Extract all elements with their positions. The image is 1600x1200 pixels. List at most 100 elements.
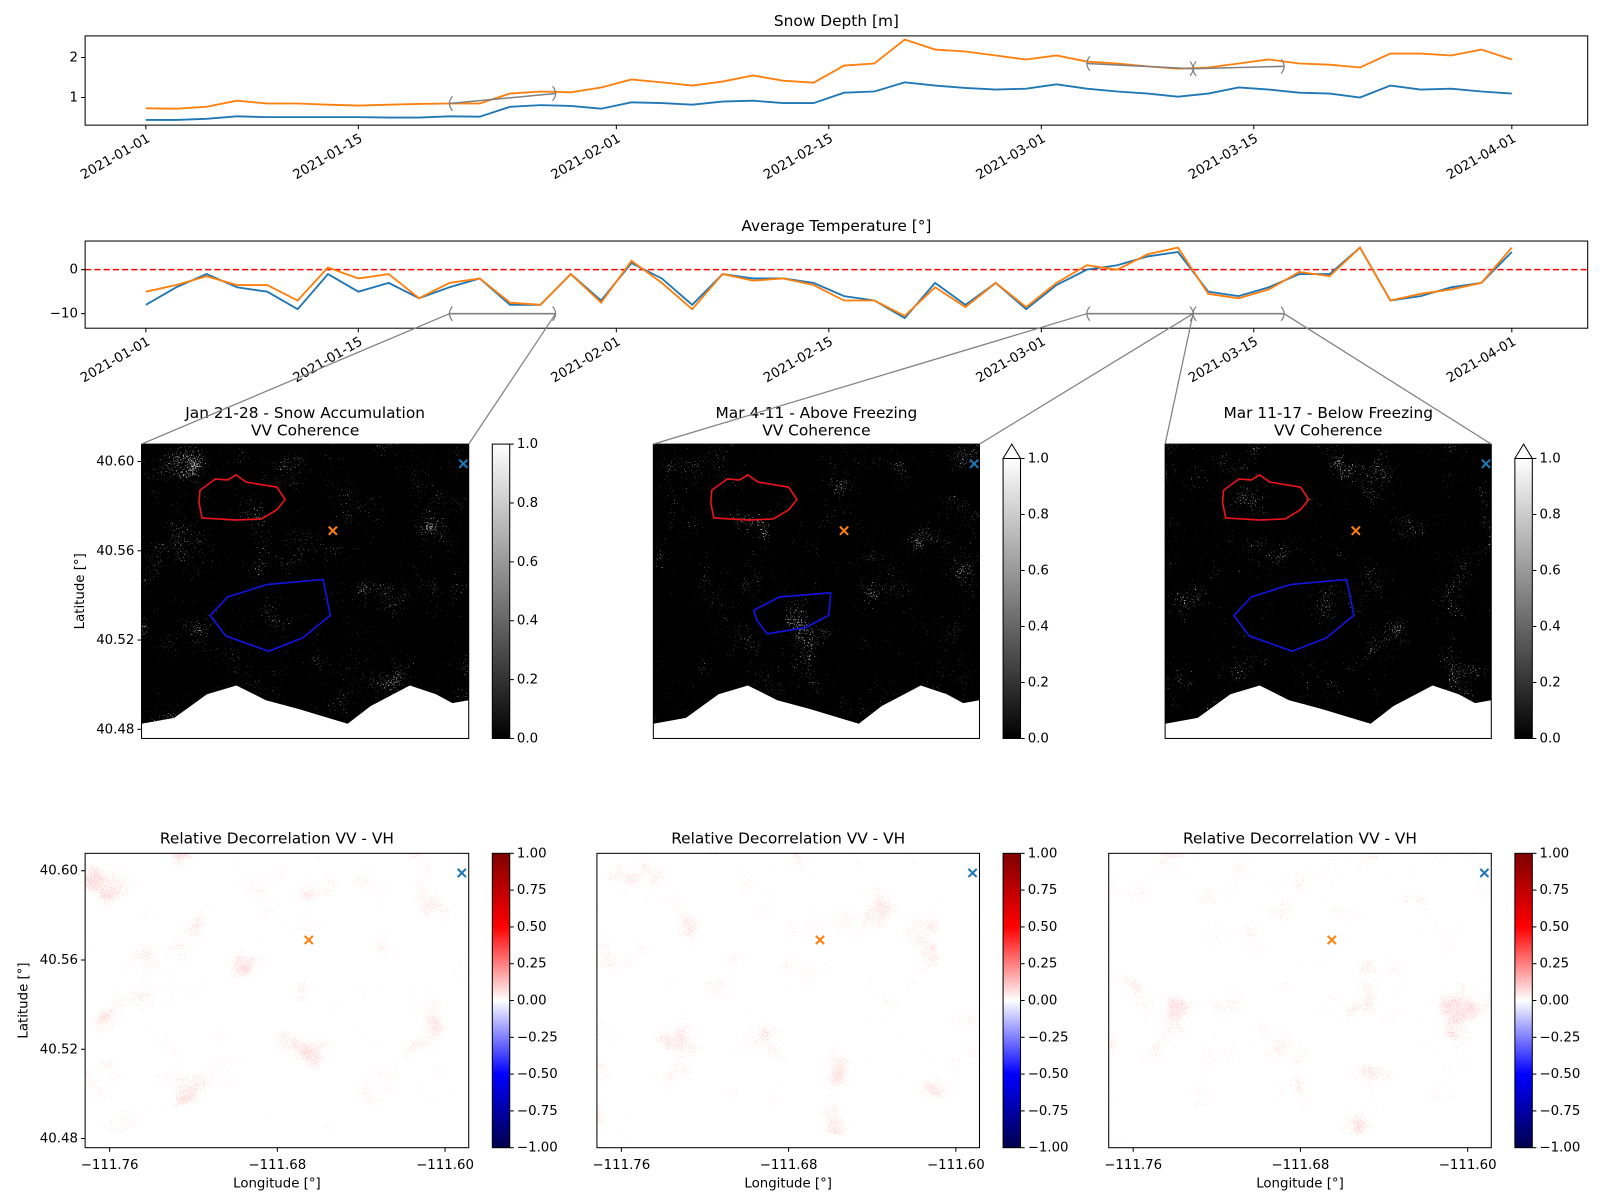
colorbar-tick-label: 0.4 bbox=[1539, 619, 1560, 634]
colorbar bbox=[1514, 457, 1533, 739]
connector bbox=[653, 313, 1088, 445]
colorbar-tick-label: 0.75 bbox=[1028, 883, 1058, 898]
connector bbox=[141, 313, 450, 445]
panel-title: Mar 11-17 - Below Freezing bbox=[1223, 404, 1433, 422]
point-marker bbox=[1479, 868, 1490, 878]
period-cap bbox=[448, 95, 453, 112]
x-tick-label: −111.68 bbox=[248, 1158, 306, 1173]
y-tick-label: 0 bbox=[69, 263, 77, 278]
x-tick-label: −111.76 bbox=[1104, 1158, 1162, 1173]
connector bbox=[979, 313, 1194, 445]
panel-subtitle: VV Coherence bbox=[251, 421, 359, 439]
y-tick-label: 40.56 bbox=[96, 544, 134, 559]
point-marker bbox=[1326, 935, 1337, 945]
colorbar-tick-label: 0.2 bbox=[1028, 675, 1049, 690]
colorbar-tick-label: −1.00 bbox=[1028, 1141, 1069, 1156]
marker-stroke bbox=[456, 868, 467, 878]
marker-stroke bbox=[328, 525, 338, 536]
period-cap bbox=[1280, 306, 1285, 322]
point-marker bbox=[456, 868, 467, 878]
colorbar-tick-label: 0.50 bbox=[517, 920, 547, 935]
y-axis-label: Latitude [°] bbox=[73, 553, 88, 629]
period-line bbox=[449, 92, 556, 105]
colorbar-tick-label: 0.2 bbox=[1539, 675, 1560, 690]
colorbar-tick-label: 0.00 bbox=[517, 994, 547, 1009]
point-marker bbox=[328, 525, 338, 536]
colorbar-tick-label: 0.6 bbox=[517, 555, 538, 570]
colorbar-tick-label: −0.50 bbox=[1539, 1067, 1580, 1082]
period-cap bbox=[552, 85, 557, 102]
marker-stroke bbox=[1479, 868, 1490, 878]
marker-stroke bbox=[1326, 935, 1337, 945]
point-marker bbox=[303, 935, 314, 945]
colorbar-tick-label: −0.25 bbox=[1028, 1030, 1069, 1045]
colorbar bbox=[491, 443, 511, 739]
x-tick-label: −111.60 bbox=[927, 1158, 985, 1173]
point-marker bbox=[969, 458, 979, 469]
colorbar-tick-label: 0.00 bbox=[1539, 994, 1569, 1009]
point-marker bbox=[815, 935, 825, 945]
region-outline bbox=[1232, 578, 1355, 653]
colorbar bbox=[491, 852, 511, 1149]
x-tick-label: 2021-01-01 bbox=[78, 334, 153, 386]
x-tick-label: 2021-03-01 bbox=[974, 131, 1049, 183]
x-axis-label: Longitude [°] bbox=[233, 1177, 321, 1192]
y-tick-label: 40.48 bbox=[96, 722, 134, 737]
colorbar-tick-label: 0.8 bbox=[517, 496, 538, 511]
marker-stroke bbox=[839, 525, 849, 536]
image-raster bbox=[1108, 853, 1492, 1148]
colorbar-tick-label: 0.25 bbox=[517, 957, 547, 972]
colorbar-tick-label: 0.00 bbox=[1028, 994, 1058, 1009]
connector bbox=[1164, 313, 1194, 445]
data-line bbox=[145, 246, 1513, 318]
x-axis-label: Longitude [°] bbox=[1256, 1177, 1344, 1192]
colorbar bbox=[1514, 852, 1533, 1149]
x-tick-label: 2021-02-01 bbox=[549, 131, 624, 183]
image-raster bbox=[1165, 444, 1492, 724]
x-tick-label: −111.76 bbox=[81, 1158, 139, 1173]
plot-frame bbox=[84, 35, 1589, 126]
image-raster bbox=[653, 444, 980, 724]
colorbar-tick-label: 0.0 bbox=[1028, 731, 1049, 746]
image-raster bbox=[85, 853, 469, 1148]
period-line bbox=[1193, 65, 1285, 70]
period-line bbox=[1086, 62, 1194, 70]
panel-title: Relative Decorrelation VV - VH bbox=[671, 829, 905, 847]
colorbar-tick-label: 0.6 bbox=[1028, 563, 1049, 578]
colorbar-tick-label: 0.0 bbox=[517, 731, 538, 746]
colorbar bbox=[1002, 457, 1022, 739]
x-tick-label: 2021-04-01 bbox=[1444, 131, 1519, 183]
panel-subtitle: VV Coherence bbox=[762, 421, 870, 439]
y-axis-label: Latitude [°] bbox=[17, 962, 32, 1038]
colorbar bbox=[1002, 852, 1022, 1149]
colorbar-tick-label: 0.0 bbox=[1539, 731, 1560, 746]
panel-title: Mar 4-11 - Above Freezing bbox=[716, 404, 918, 422]
x-tick-label: 2021-04-01 bbox=[1444, 334, 1519, 386]
colorbar-tick-label: 0.75 bbox=[1539, 883, 1569, 898]
x-tick-label: 2021-01-01 bbox=[78, 131, 153, 183]
colorbar-tick-label: −1.00 bbox=[1539, 1141, 1580, 1156]
colorbar-tick-label: 1.0 bbox=[1539, 451, 1560, 466]
point-marker bbox=[1481, 458, 1491, 469]
colorbar-tick-label: −0.75 bbox=[1028, 1104, 1069, 1119]
colorbar-tick-label: −0.50 bbox=[517, 1067, 558, 1082]
colorbar-tick-label: 0.4 bbox=[517, 614, 538, 629]
point-marker bbox=[967, 868, 978, 878]
chart-title: Average Temperature [°] bbox=[741, 217, 931, 235]
x-tick-label: −111.68 bbox=[1272, 1158, 1330, 1173]
x-tick-label: 2021-02-15 bbox=[761, 334, 836, 386]
marker-stroke bbox=[1481, 458, 1491, 469]
y-tick-label: 40.60 bbox=[40, 864, 78, 879]
plot-frame bbox=[652, 443, 980, 739]
colorbar-tick-label: 1.0 bbox=[517, 437, 538, 452]
data-line bbox=[145, 81, 1512, 121]
x-tick-label: 2021-03-15 bbox=[1186, 334, 1261, 386]
image-raster bbox=[141, 444, 469, 724]
marker-stroke bbox=[967, 868, 978, 878]
colorbar-tick-label: 0.75 bbox=[517, 883, 547, 898]
marker-stroke bbox=[969, 458, 979, 469]
region-outline bbox=[209, 578, 332, 653]
period-cap bbox=[1086, 55, 1091, 72]
region-outline bbox=[198, 473, 287, 521]
colorbar-tick-label: 0.6 bbox=[1539, 563, 1560, 578]
